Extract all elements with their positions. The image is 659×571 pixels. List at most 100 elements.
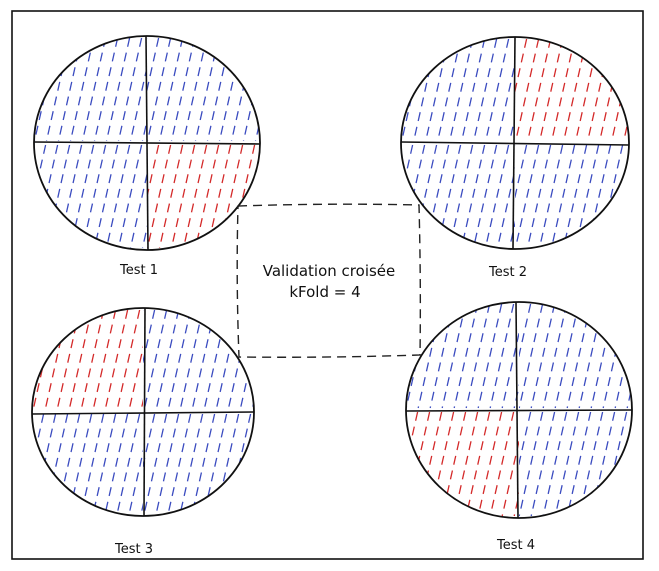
- center-title: Validation croisée: [263, 262, 396, 280]
- hatch-stroke: [485, 144, 510, 248]
- hatch-stroke: [441, 411, 467, 517]
- hatch-stroke: [497, 38, 515, 142]
- hatch-stroke: [527, 144, 552, 248]
- hatch-stroke: [542, 411, 568, 517]
- hatch-stroke: [80, 413, 105, 515]
- hatch-stroke: [242, 37, 260, 142]
- hatch-stroke: [34, 37, 47, 142]
- hatch-stroke: [501, 411, 519, 517]
- hatch-stroke: [218, 144, 244, 249]
- hatch-stroke: [554, 411, 580, 517]
- hatch-stroke: [449, 144, 474, 248]
- hatch-stroke: [93, 37, 119, 142]
- hatch-stroke: [575, 144, 600, 248]
- hatch-stroke: [599, 38, 624, 142]
- hatch-stroke: [239, 413, 254, 515]
- hatch-stroke: [425, 38, 450, 142]
- hatch-stroke: [515, 144, 528, 248]
- hatch-stroke: [32, 413, 57, 515]
- center-dashed-box: [236, 203, 422, 358]
- hatch-stroke: [515, 144, 516, 248]
- hatch-stroke: [599, 144, 624, 248]
- hatch-stroke: [32, 309, 45, 411]
- hatch-stroke: [401, 38, 414, 142]
- hatch-stroke: [563, 144, 588, 248]
- hatch-stroke: [34, 144, 35, 249]
- hatch-stroke: [81, 144, 107, 249]
- hatch-stroke: [473, 38, 498, 142]
- hatch-stroke: [93, 144, 119, 249]
- hatch-stroke: [116, 309, 141, 411]
- hatch-stroke: [242, 144, 260, 249]
- hatch-stroke: [105, 37, 131, 142]
- hatch-stroke: [406, 411, 431, 517]
- quadrant-top-left-train: [401, 38, 515, 142]
- hatch-stroke: [68, 309, 93, 411]
- hatch-stroke: [158, 37, 184, 142]
- hatch-stroke: [155, 309, 180, 411]
- hatch-stroke: [69, 144, 95, 249]
- hatch-stroke: [194, 37, 220, 142]
- hatch-stroke: [182, 144, 208, 249]
- hatch-stroke: [515, 38, 516, 142]
- test-4-label: Test 4: [496, 538, 535, 553]
- hatch-stroke: [429, 411, 455, 517]
- hatch-stroke: [449, 38, 474, 142]
- hatch-stroke: [477, 411, 503, 517]
- quadrant-bottom-left-test: [406, 411, 519, 517]
- hatch-stroke: [527, 38, 552, 142]
- hatch-stroke: [406, 303, 431, 409]
- hatch-stroke: [587, 38, 612, 142]
- hatch-stroke: [155, 413, 180, 515]
- test-3-label: Test 3: [114, 542, 153, 557]
- hatch-stroke: [34, 37, 35, 142]
- hatch-stroke: [401, 144, 402, 248]
- hatch-stroke: [143, 413, 156, 515]
- hatch-stroke: [611, 144, 629, 248]
- hatch-stroke: [147, 144, 172, 249]
- hatch-stroke: [539, 144, 564, 248]
- hatch-stroke: [218, 37, 244, 142]
- hatch-stroke: [170, 37, 196, 142]
- hatch-stroke: [92, 413, 117, 515]
- quadrant-top-right-train: [143, 309, 254, 411]
- hatch-stroke: [129, 37, 147, 142]
- hatch-stroke: [143, 309, 156, 411]
- hatch-stroke: [68, 413, 93, 515]
- quadrant-top-left-train: [34, 37, 147, 142]
- quadrant-top-left-test: [32, 309, 143, 411]
- hatch-stroke: [143, 413, 168, 515]
- hatch-stroke: [117, 144, 143, 249]
- hatch-stroke: [128, 413, 143, 515]
- hatch-stroke: [81, 37, 107, 142]
- hatch-stroke: [566, 303, 592, 409]
- hatch-stroke: [437, 144, 462, 248]
- hatch-stroke: [141, 144, 147, 249]
- hatch-stroke: [203, 309, 228, 411]
- hatch-stroke: [461, 38, 486, 142]
- hatch-stroke: [105, 144, 131, 249]
- hatch-stroke: [147, 37, 172, 142]
- hatch-stroke: [104, 413, 129, 515]
- hatch-stroke: [143, 309, 168, 411]
- hatch-stroke: [501, 303, 519, 409]
- hatch-stroke: [437, 38, 462, 142]
- hatch-stroke: [147, 37, 148, 142]
- hatch-stroke: [401, 38, 426, 142]
- hatch-stroke: [128, 309, 143, 411]
- hatch-stroke: [206, 37, 232, 142]
- hatch-stroke: [578, 303, 604, 409]
- hatch-stroke: [425, 144, 450, 248]
- hatch-stroke: [56, 413, 81, 515]
- hatch-stroke: [215, 413, 240, 515]
- hatch-stroke: [614, 411, 632, 517]
- hatch-stroke: [563, 38, 588, 142]
- hatch-stroke: [489, 303, 515, 409]
- hatch-stroke: [182, 37, 208, 142]
- hatch-stroke: [453, 303, 479, 409]
- test-2-label: Test 2: [488, 265, 527, 280]
- hatch-stroke: [57, 37, 83, 142]
- hatch-stroke: [602, 303, 628, 409]
- fold-circle-test-4: [405, 301, 633, 519]
